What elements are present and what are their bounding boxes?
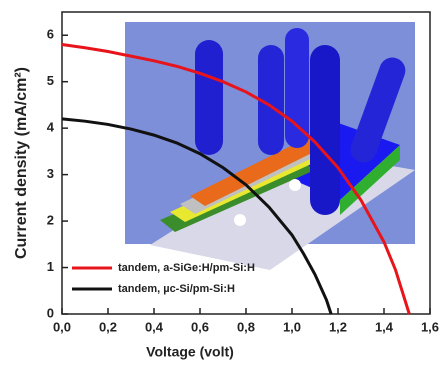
legend-label: tandem, a-SiGe:H/pm-Si:H xyxy=(118,262,255,274)
legend-label: tandem, µc-Si/pm-Si:H xyxy=(118,283,235,295)
series-line xyxy=(61,43,411,315)
x-tick-label: 0,8 xyxy=(237,319,255,334)
y-tick-label: 5 xyxy=(47,73,54,88)
x-tick-label: 1,2 xyxy=(329,319,347,334)
y-tick-label: 2 xyxy=(47,213,54,228)
y-tick-label: 3 xyxy=(47,166,54,181)
x-tick-label: 0,2 xyxy=(99,319,117,334)
x-axis-label: Voltage (volt) xyxy=(146,344,234,360)
x-tick-label: 0,4 xyxy=(145,319,164,334)
y-tick-label: 0 xyxy=(47,305,54,320)
x-tick-label: 1,6 xyxy=(421,319,439,334)
inset-illustration xyxy=(125,22,415,270)
x-tick-label: 0,0 xyxy=(53,319,71,334)
y-tick-label: 6 xyxy=(47,27,54,42)
y-tick-label: 1 xyxy=(47,259,54,274)
series-line xyxy=(61,117,333,315)
x-tick-label: 0,6 xyxy=(191,319,209,334)
x-tick-label: 1,0 xyxy=(283,319,301,334)
y-tick-label: 4 xyxy=(47,120,55,135)
y-axis-label: Current density (mA/cm²) xyxy=(13,67,30,259)
x-tick-label: 1,4 xyxy=(375,319,394,334)
